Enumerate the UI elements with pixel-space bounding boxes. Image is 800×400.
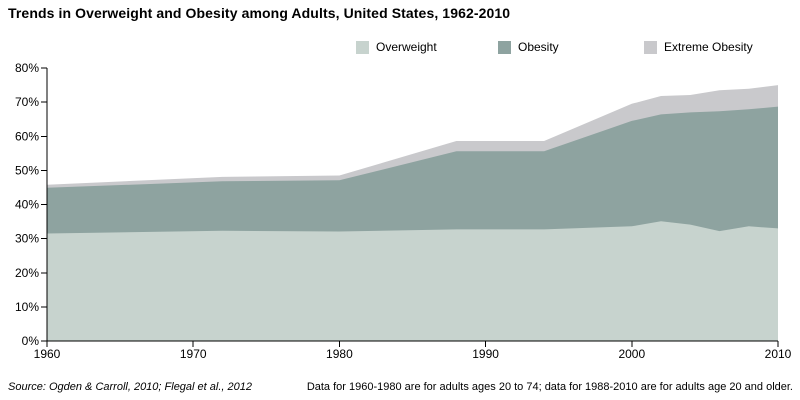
x-tick-label: 1970 (180, 347, 207, 361)
legend-label-overweight: Overweight (376, 40, 437, 54)
y-tick-label: 60% (15, 129, 39, 143)
y-tick-label: 10% (15, 300, 39, 314)
legend-item-extreme-obesity: Extreme Obesity (644, 40, 753, 54)
legend-label-obesity: Obesity (518, 40, 559, 54)
obesity-swatch-icon (498, 40, 511, 54)
extreme-obesity-swatch-icon (644, 40, 657, 54)
y-tick-label: 20% (15, 266, 39, 280)
y-tick-label: 80% (15, 61, 39, 75)
y-tick-label: 40% (15, 198, 39, 212)
footer-note: Data for 1960-1980 are for adults ages 2… (306, 381, 793, 393)
y-tick-label: 70% (15, 95, 39, 109)
legend-item-overweight: Overweight (356, 40, 437, 54)
x-tick-label: 2010 (765, 347, 792, 361)
x-tick-label: 1980 (326, 347, 353, 361)
y-tick-label: 30% (15, 232, 39, 246)
overweight-swatch-icon (356, 40, 369, 54)
y-tick-label: 50% (15, 163, 39, 177)
legend-label-extreme-obesity: Extreme Obesity (664, 40, 753, 54)
x-tick-label: 1990 (472, 347, 499, 361)
x-tick-label: 2000 (618, 347, 645, 361)
x-tick-label: 1960 (34, 347, 61, 361)
footer-source: Source: Ogden & Carroll, 2010; Flegal et… (8, 381, 252, 393)
legend-item-obesity: Obesity (498, 40, 559, 54)
area-overweight (47, 221, 778, 341)
chart-title: Trends in Overweight and Obesity among A… (8, 5, 511, 21)
y-tick-label: 0% (22, 334, 40, 348)
